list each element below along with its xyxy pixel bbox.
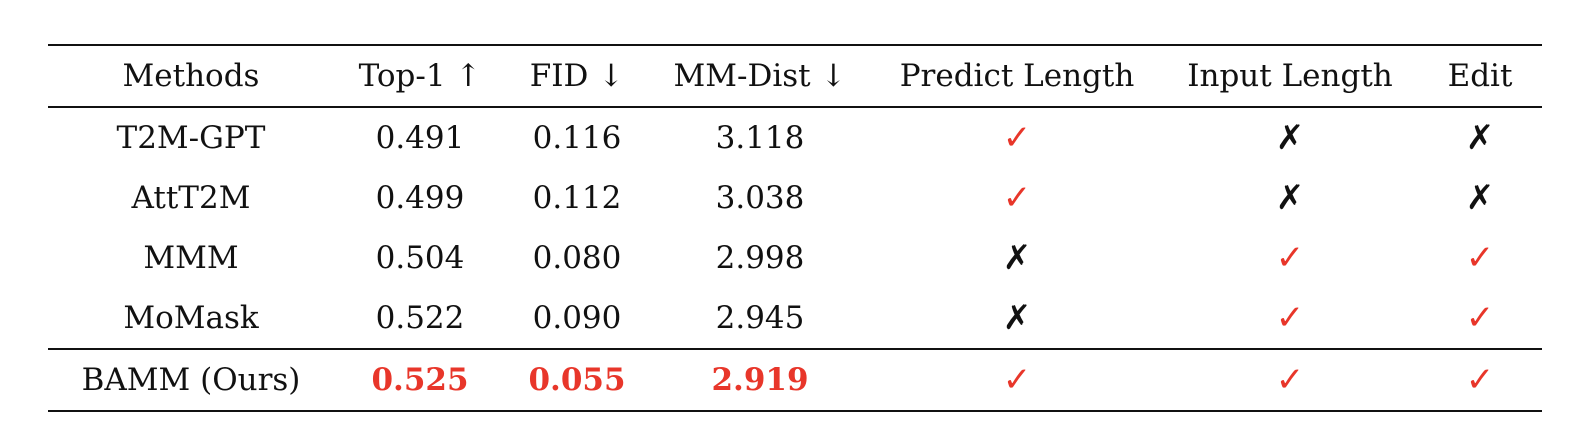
mmdist-cell: 2.945 xyxy=(715,300,805,336)
top1-cell: 0.491 xyxy=(375,120,465,156)
top1-cell: 0.499 xyxy=(375,180,465,216)
mmdist-cell: 3.118 xyxy=(715,120,805,156)
fid-cell: 0.080 xyxy=(532,240,622,276)
method-cell: MMM xyxy=(143,240,239,276)
fid-cell-best: 0.055 xyxy=(528,362,626,398)
header-predict-length: Predict Length xyxy=(899,58,1135,94)
fid-cell: 0.112 xyxy=(532,180,622,216)
edit-mark: ✗ xyxy=(1465,118,1495,158)
top1-cell: 0.504 xyxy=(375,240,465,276)
input-length-mark: ✗ xyxy=(1275,118,1305,158)
table-header: Methods Top-1 ↑ FID ↓ MM-Dist ↓ Predict … xyxy=(48,45,1542,107)
predict-length-mark: ✓ xyxy=(1002,178,1032,218)
fid-cell: 0.116 xyxy=(532,120,622,156)
header-row: Methods Top-1 ↑ FID ↓ MM-Dist ↓ Predict … xyxy=(48,45,1542,107)
header-fid: FID ↓ xyxy=(529,58,625,94)
mmdist-cell: 2.998 xyxy=(715,240,805,276)
table-row: AttT2M 0.499 0.112 3.038 ✓ ✗ ✗ xyxy=(48,168,1542,228)
input-length-mark: ✓ xyxy=(1275,238,1305,278)
header-methods: Methods xyxy=(122,58,260,94)
table-row: T2M-GPT 0.491 0.116 3.118 ✓ ✗ ✗ xyxy=(48,107,1542,168)
method-cell: BAMM (Ours) xyxy=(81,362,301,398)
header-input-length: Input Length xyxy=(1187,58,1393,94)
edit-mark: ✓ xyxy=(1465,360,1495,400)
method-cell: MoMask xyxy=(123,300,259,336)
mmdist-cell-best: 2.919 xyxy=(711,362,809,398)
method-cell: AttT2M xyxy=(131,180,251,216)
table-row: MMM 0.504 0.080 2.998 ✗ ✓ ✓ xyxy=(48,228,1542,288)
mmdist-cell: 3.038 xyxy=(715,180,805,216)
input-length-mark: ✗ xyxy=(1275,178,1305,218)
predict-length-mark: ✓ xyxy=(1002,360,1032,400)
fid-cell: 0.090 xyxy=(532,300,622,336)
header-top1: Top-1 ↑ xyxy=(358,58,482,94)
input-length-mark: ✓ xyxy=(1275,360,1305,400)
method-cell: T2M-GPT xyxy=(116,120,266,156)
input-length-mark: ✓ xyxy=(1275,298,1305,338)
predict-length-mark: ✓ xyxy=(1002,118,1032,158)
predict-length-mark: ✗ xyxy=(1002,298,1032,338)
comparison-table: Methods Top-1 ↑ FID ↓ MM-Dist ↓ Predict … xyxy=(48,44,1542,412)
edit-mark: ✓ xyxy=(1465,298,1495,338)
edit-mark: ✓ xyxy=(1465,238,1495,278)
header-edit: Edit xyxy=(1447,58,1513,94)
table-row-ours: BAMM (Ours) 0.525 0.055 2.919 ✓ ✓ ✓ xyxy=(48,349,1542,411)
predict-length-mark: ✗ xyxy=(1002,238,1032,278)
comparison-table-container: Methods Top-1 ↑ FID ↓ MM-Dist ↓ Predict … xyxy=(48,44,1542,412)
header-mmdist: MM-Dist ↓ xyxy=(673,58,847,94)
top1-cell: 0.522 xyxy=(375,300,465,336)
table-body: T2M-GPT 0.491 0.116 3.118 ✓ ✗ ✗ AttT2M 0… xyxy=(48,107,1542,411)
top1-cell-best: 0.525 xyxy=(371,362,469,398)
table-row: MoMask 0.522 0.090 2.945 ✗ ✓ ✓ xyxy=(48,288,1542,349)
edit-mark: ✗ xyxy=(1465,178,1495,218)
